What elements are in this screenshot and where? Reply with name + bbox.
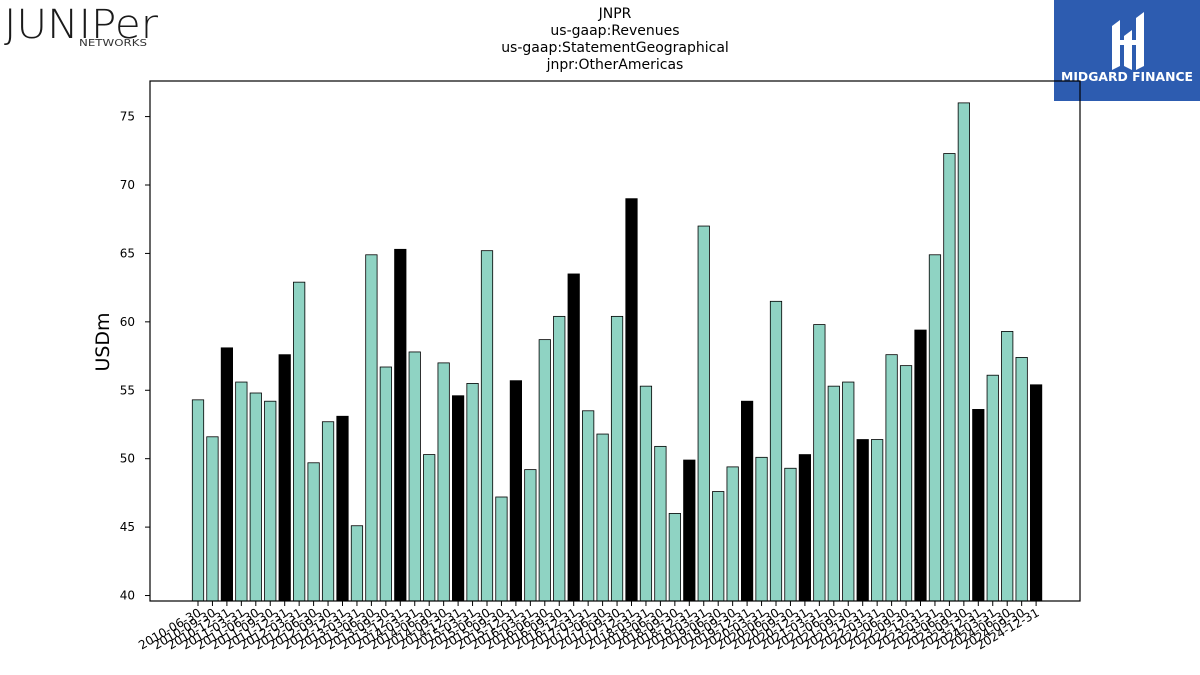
- y-tick-label: 60: [120, 315, 135, 329]
- bar: [972, 409, 985, 602]
- bar: [871, 439, 884, 602]
- bar: [842, 381, 855, 602]
- y-tick-label: 45: [120, 520, 135, 534]
- juniper-logo-subtext: NETWORKS: [79, 38, 147, 49]
- bar: [423, 454, 436, 602]
- bar: [639, 385, 653, 602]
- y-tick-label: 40: [120, 589, 135, 603]
- bar: [264, 400, 277, 602]
- y-axis-label: USDm: [92, 312, 114, 371]
- bar: [394, 248, 407, 602]
- bars-group: [191, 102, 1043, 602]
- bar: [336, 415, 349, 602]
- bar: [899, 365, 913, 602]
- bar: [365, 254, 378, 602]
- bar: [206, 436, 219, 602]
- bar: [712, 491, 725, 602]
- bar: [798, 454, 812, 602]
- bar: [827, 385, 840, 602]
- bar: [668, 513, 681, 602]
- bar: [408, 351, 421, 602]
- bar: [538, 339, 551, 602]
- bar: [813, 324, 826, 602]
- y-tick-label: 70: [120, 178, 135, 192]
- bar: [509, 380, 523, 602]
- chart-title-line: JNPR: [598, 6, 632, 22]
- bar: [986, 374, 999, 602]
- y-tick-label: 50: [120, 452, 135, 466]
- bar: [625, 198, 638, 602]
- bar: [726, 466, 739, 602]
- bar: [451, 395, 465, 602]
- chart-title-line: jnpr:OtherAmericas: [546, 57, 684, 73]
- bar: [943, 153, 956, 602]
- bar: [856, 439, 869, 602]
- bar: [654, 445, 667, 602]
- midgard-logo-text: MIDGARD FINANCE: [1061, 70, 1193, 84]
- bar: [1001, 331, 1014, 602]
- bar: [235, 381, 248, 602]
- bar: [437, 362, 450, 602]
- bar: [321, 421, 335, 602]
- bar: [1030, 384, 1043, 602]
- bar: [524, 469, 537, 602]
- plot-frame: [149, 80, 1081, 602]
- midgard-finance-logo: MIDGARD FINANCE: [1054, 0, 1200, 101]
- bar: [769, 300, 783, 602]
- bar: [885, 354, 898, 602]
- y-axis: 40 45 50 55 60 65 70 75: [120, 110, 150, 603]
- bar: [553, 315, 566, 602]
- bar: [220, 347, 233, 602]
- y-tick-label: 75: [120, 110, 135, 124]
- bar: [350, 525, 364, 602]
- bar: [683, 459, 696, 602]
- bar: [741, 400, 754, 602]
- bar: [697, 225, 710, 602]
- bar: [914, 329, 927, 602]
- juniper-networks-logo: JUNIPer NETWORKS: [0, 0, 170, 56]
- chart-title: JNPR us-gaap:Revenues us-gaap:StatementG…: [415, 6, 815, 74]
- bar: [278, 354, 291, 602]
- bar: [596, 433, 609, 602]
- bar: [784, 467, 797, 602]
- bar: [928, 254, 942, 602]
- bar: [480, 250, 494, 602]
- bar: [495, 496, 508, 602]
- bar: [1015, 357, 1028, 602]
- chart-title-line: us-gaap:Revenues: [550, 23, 680, 39]
- bar: [379, 366, 392, 602]
- bar: [582, 410, 595, 602]
- juniper-logo-wordmark: JUNIPer: [4, 2, 159, 48]
- chart-title-line: us-gaap:StatementGeographical: [501, 40, 729, 56]
- bar: [191, 399, 205, 602]
- y-tick-label: 65: [120, 246, 135, 260]
- bar: [957, 102, 970, 602]
- y-tick-label: 55: [120, 383, 135, 397]
- bar: [293, 281, 306, 602]
- x-axis: 2010-06-302010-09-302010-12-312011-03-31…: [136, 601, 1042, 652]
- bar: [307, 462, 320, 602]
- bar: [755, 456, 768, 602]
- bar: [610, 315, 624, 602]
- bar: [466, 383, 479, 602]
- bar: [249, 392, 262, 602]
- midgard-emblem-icon: [1112, 12, 1144, 70]
- bar: [567, 273, 580, 602]
